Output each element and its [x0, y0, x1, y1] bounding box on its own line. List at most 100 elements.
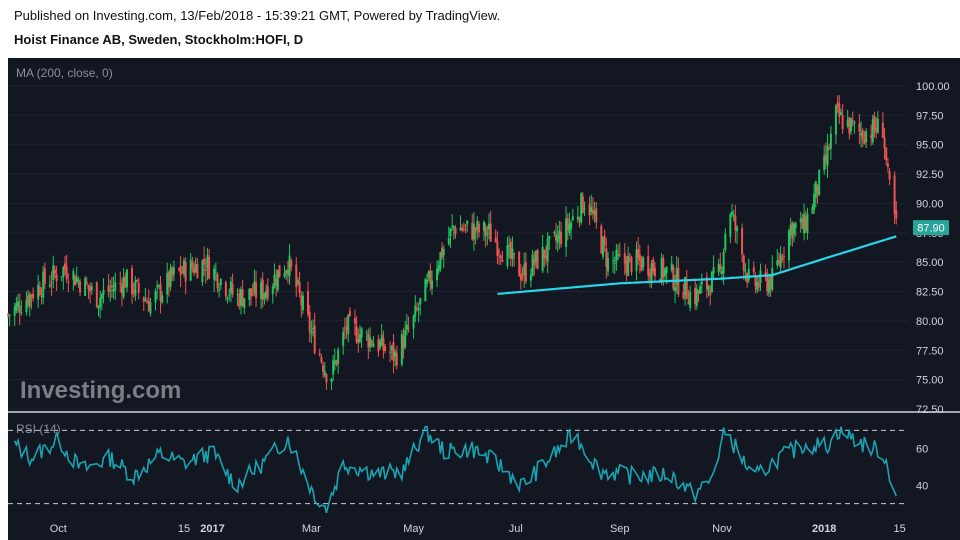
candle-body — [325, 374, 328, 383]
candle-body — [757, 282, 760, 288]
candle-body — [697, 290, 700, 294]
candle-body — [110, 285, 113, 288]
candle-body — [8, 314, 11, 316]
candle-body — [486, 233, 489, 235]
candle-body — [243, 298, 246, 309]
candle-body — [477, 223, 480, 233]
candle-body — [380, 334, 383, 346]
candle-body — [191, 263, 194, 269]
candle-body — [201, 260, 204, 283]
candle-body — [471, 222, 474, 240]
candle-body — [290, 260, 293, 267]
candle-body — [441, 247, 444, 258]
candle-body — [546, 238, 549, 262]
candle-body — [568, 224, 571, 233]
candle-body — [699, 286, 702, 294]
candle-body — [112, 289, 115, 292]
candle-body — [670, 263, 673, 271]
candle-body — [613, 262, 616, 264]
candle-body — [404, 329, 407, 348]
candle-body — [824, 154, 827, 163]
candle-body — [149, 302, 152, 314]
candle-body — [424, 279, 427, 302]
candle-body — [811, 207, 814, 214]
candle-body — [241, 289, 244, 307]
candle-body — [682, 292, 685, 299]
candle-body — [20, 312, 23, 314]
candle-body — [576, 216, 579, 220]
candle-body — [137, 282, 140, 293]
publication-info: Published on Investing.com, 13/Feb/2018 … — [14, 8, 501, 23]
candle-body — [687, 301, 690, 305]
candle-body — [466, 220, 469, 225]
candle-body — [85, 282, 88, 284]
candle-body — [838, 103, 841, 118]
candle-body — [883, 137, 886, 149]
candle-body — [301, 295, 304, 311]
candle-body — [499, 255, 502, 259]
candle-body — [332, 360, 335, 375]
candle-body — [157, 285, 160, 287]
candle-body — [172, 267, 175, 275]
candle-body — [333, 360, 336, 364]
candle-body — [365, 332, 368, 334]
candle-body — [861, 130, 864, 140]
candle-body — [28, 293, 31, 307]
candle-body — [193, 268, 196, 274]
candle-body — [583, 208, 586, 210]
candle-body — [236, 294, 239, 296]
candle-body — [447, 238, 450, 245]
candle-body — [286, 269, 289, 275]
candle-body — [400, 333, 403, 365]
candle-body — [863, 138, 866, 144]
candle-body — [219, 279, 222, 286]
candle-body — [612, 260, 615, 262]
candle-body — [720, 271, 723, 275]
candle-body — [248, 288, 251, 300]
candle-body — [642, 257, 645, 268]
candle-body — [462, 229, 465, 231]
candle-body — [782, 255, 785, 257]
candle-body — [640, 259, 643, 271]
candle-body — [67, 282, 70, 284]
candle-body — [618, 254, 621, 256]
candle-body — [203, 258, 206, 265]
candle-body — [30, 295, 33, 298]
rsi-tick-label: 60 — [916, 444, 928, 456]
candle-body — [308, 312, 311, 332]
candle-body — [389, 351, 392, 353]
candle-body — [694, 287, 697, 305]
candle-body — [42, 271, 45, 298]
candle-body — [357, 338, 360, 343]
candle-body — [181, 271, 184, 273]
candle-body — [653, 267, 656, 277]
candle-body — [764, 272, 767, 275]
time-tick-label: Mar — [302, 523, 321, 535]
candle-body — [147, 300, 150, 312]
candle-body — [189, 259, 192, 281]
candle-body — [732, 214, 735, 216]
candle-body — [829, 133, 832, 149]
candle-body — [89, 286, 92, 292]
candle-body — [298, 282, 301, 293]
candle-body — [265, 290, 268, 298]
candle-body — [122, 276, 125, 297]
candle-body — [184, 262, 187, 282]
candle-body — [251, 293, 254, 296]
candlestick-series — [7, 95, 898, 390]
candle-body — [224, 282, 227, 297]
candle-body — [196, 263, 199, 279]
candle-body — [605, 248, 608, 267]
candle-body — [358, 334, 361, 343]
candle-body — [37, 284, 40, 300]
candle-body — [595, 208, 598, 223]
candle-body — [322, 365, 325, 372]
candle-body — [767, 279, 770, 294]
candle-body — [72, 271, 75, 280]
candle-body — [788, 230, 791, 261]
candle-body — [146, 302, 149, 304]
candle-body — [799, 218, 802, 223]
candle-body — [436, 268, 439, 281]
candle-body — [771, 267, 774, 290]
candle-body — [511, 248, 514, 260]
